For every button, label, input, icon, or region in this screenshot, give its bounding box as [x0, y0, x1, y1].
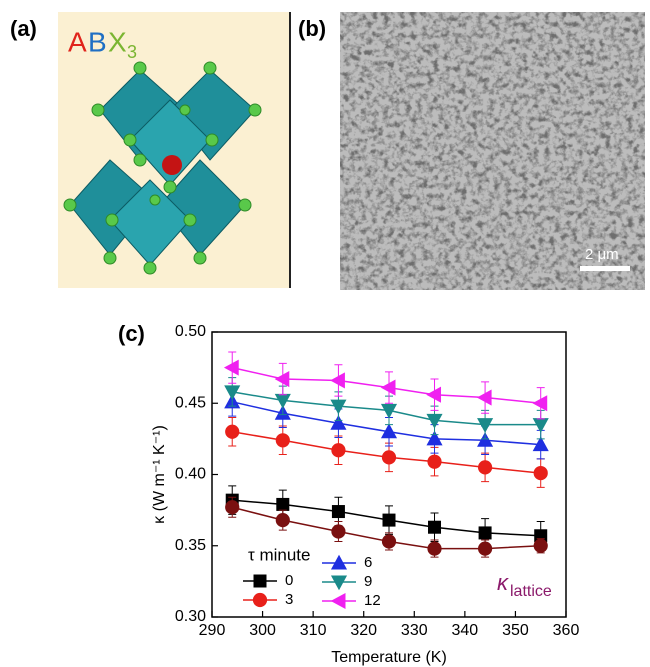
x-tick-label: 350	[502, 622, 529, 639]
data-point	[533, 538, 548, 553]
data-point	[427, 541, 442, 556]
x-tick-label: 340	[452, 622, 479, 639]
data-point	[330, 399, 347, 415]
legend-marker	[330, 554, 348, 570]
scale-bar-label: 2 μm	[585, 246, 619, 263]
formula-subscript: 3	[127, 42, 137, 62]
formula: A B X 3	[68, 26, 137, 61]
legend-marker	[330, 575, 348, 591]
formula-b: B	[88, 26, 107, 57]
data-point	[330, 414, 347, 430]
data-point	[274, 370, 290, 388]
data-point	[380, 403, 398, 419]
y-tick-label: 0.30	[175, 608, 206, 625]
data-point	[380, 423, 398, 439]
data-point	[533, 465, 548, 481]
annotation-subscript: lattice	[510, 583, 552, 600]
x-tick-label: 330	[401, 622, 428, 639]
data-point	[380, 379, 396, 396]
sem-texture	[340, 12, 645, 290]
annotation-symbol: κ	[497, 570, 509, 595]
y-tick-label: 0.45	[175, 394, 206, 411]
x-tick-label: 290	[199, 622, 226, 639]
data-point	[477, 432, 494, 447]
data-point	[477, 460, 493, 475]
data-point	[331, 443, 346, 458]
data-point	[275, 433, 290, 448]
legend-marker	[330, 592, 346, 610]
data-point	[331, 505, 345, 519]
data-point	[331, 524, 346, 539]
data-point	[428, 520, 442, 534]
formula-x: X	[108, 26, 127, 57]
data-point	[381, 534, 397, 549]
x-tick-label: 320	[350, 622, 377, 639]
data-point	[476, 389, 492, 406]
data-point	[223, 359, 239, 376]
data-point	[330, 372, 345, 389]
x-axis-label: Temperature (K)	[331, 649, 447, 666]
legend-title: τ minute	[248, 545, 310, 564]
legend-marker	[253, 574, 267, 588]
x-tick-label: 300	[249, 622, 276, 639]
y-tick-label: 0.50	[175, 323, 206, 340]
legend-label: 12	[364, 592, 381, 609]
data-point	[477, 418, 494, 433]
data-point	[426, 413, 443, 429]
y-tick-label: 0.40	[175, 466, 206, 483]
panel-label: (a)	[10, 16, 37, 41]
data-point	[276, 497, 290, 511]
legend-label: 6	[364, 554, 372, 571]
data-point	[382, 513, 396, 527]
crystal-structure	[63, 61, 262, 275]
scale-bar	[580, 266, 630, 271]
data-point	[427, 454, 442, 469]
data-point	[478, 526, 492, 540]
panel-label: (b)	[298, 16, 326, 41]
y-axis-label: κ (W m⁻¹ K⁻¹)	[151, 425, 168, 524]
legend-label: 0	[285, 572, 293, 589]
data-point	[381, 450, 397, 465]
legend-label: 3	[285, 591, 293, 608]
legend-marker	[252, 592, 268, 608]
data-point	[477, 541, 493, 556]
panel-label: (c)	[118, 321, 145, 346]
data-point	[426, 430, 443, 446]
data-point	[532, 395, 548, 412]
data-point	[225, 500, 240, 515]
data-point	[275, 513, 290, 528]
formula-a: A	[68, 26, 87, 57]
x-tick-label: 360	[553, 622, 580, 639]
legend-label: 9	[364, 573, 372, 590]
y-tick-label: 0.35	[175, 537, 206, 554]
data-point	[426, 386, 442, 403]
data-point	[224, 385, 241, 401]
data-point	[532, 436, 549, 452]
x-tick-label: 310	[300, 622, 327, 639]
data-point	[225, 424, 240, 439]
